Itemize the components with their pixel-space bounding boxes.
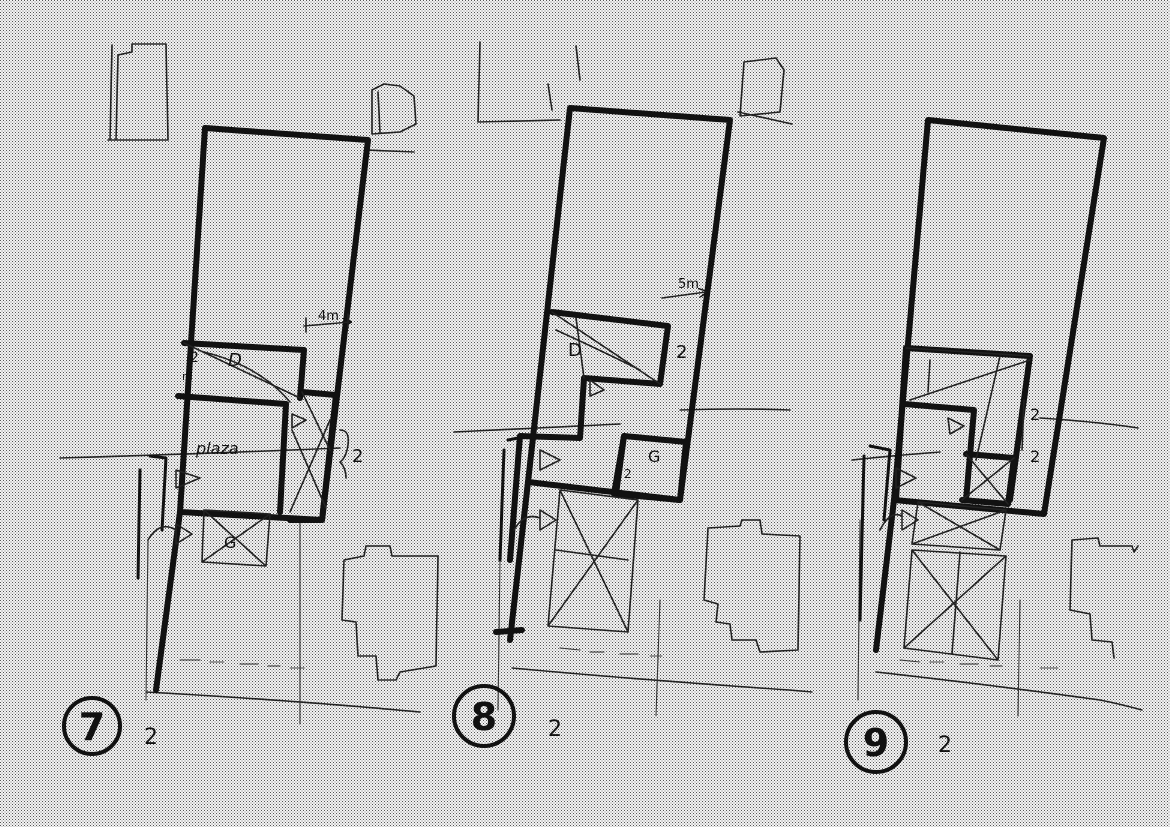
room-left-wall-9 [893,345,909,503]
dim-label-7: 4m [318,309,339,324]
small-label-m-7: m [182,370,193,383]
site-guide-line-8b [655,599,661,717]
core-9 [959,451,1017,507]
room-label-d-8: D [568,340,582,361]
neighbor-building-se-7 [341,545,439,681]
sketch-7: D 2 m plaza G 4m 2 7 2 [59,43,439,756]
neighbor-building-north-7 [107,43,169,141]
room-right-7 [287,389,339,523]
street-line-bottom-9 [875,671,1143,711]
street-line-top-7 [59,447,341,459]
entrance-step-8 [498,434,530,562]
dim-line-5m-8 [661,292,706,299]
plot-front-line-8 [493,479,531,643]
room-right-cross-7 [289,391,331,513]
entrance-step-7 [136,454,168,580]
entry-arrow-9b [879,509,919,531]
sketch-number-8: 8 [471,695,497,739]
neighbor-building-se-8 [703,519,801,653]
sketch-number-circle-9 [844,710,908,774]
entry-arrow-7a [175,469,201,489]
sketch-number-circle-8 [452,684,516,748]
room-label-d-7: D [228,350,242,371]
room-label-e1-9: 2 [1030,405,1040,424]
dashes-7 [179,659,305,669]
entry-arrow-8a [539,449,561,471]
sketch-number-7: 7 [79,705,105,749]
core-wall-8 [611,433,627,497]
dim-tick-7 [305,313,349,333]
room-label-e2-9: 2 [1030,447,1040,466]
side-label-8: 2 [676,342,687,363]
site-guide-line-9b [1017,599,1021,717]
dashes-8 [559,647,663,657]
sketch-note-9: 2 [938,733,952,758]
brace-7 [339,429,350,479]
entry-arrow-9a [895,467,917,489]
sketch-8: D G 2 5m 2 8 2 [452,41,813,748]
dim-label-8: 5m [678,277,699,292]
core-cross-9 [961,453,1015,505]
sketch-9: 2 2 9 2 [844,117,1143,774]
sketch-number-circle-7 [62,696,122,756]
neighbor-building-ne-7 [365,83,417,153]
street-line-bottom-8 [511,667,813,693]
room-d-diagonals-8 [551,311,661,385]
room-upper-diagonals-9 [905,347,1031,461]
room-label-e-8: 2 [624,467,632,481]
stair-arrow-8 [589,379,605,397]
dim-line-4m-7 [303,322,350,326]
garage-7 [201,509,271,567]
neighbor-building-ne-8 [737,57,793,125]
garage-9 [911,501,1007,551]
sketch-note-7: 2 [144,725,158,750]
plot-front-line-9 [873,497,897,653]
neighbor-building-north-8 [477,41,581,123]
site-guide-line-8a [497,559,501,711]
entry-arrow-7c [291,413,307,429]
dim-ticks-9 [927,359,1025,451]
room-d-7 [181,340,307,401]
room-label-e-7: 2 [190,350,199,366]
site-guide-line-7a [145,539,149,701]
street-line-bottom-7 [145,691,421,713]
room-mid-9 [901,401,977,503]
stair-arrow-9 [947,417,965,435]
entry-arrow-7b [147,523,193,545]
entry-arrow-8b [513,509,557,531]
sketch-number-9: 9 [863,721,889,765]
garage-8 [547,489,639,633]
side-label-7: 2 [352,446,363,467]
garage-lower-9 [903,549,1007,661]
entrance-step-9 [858,444,892,622]
room-label-g-7: G [224,533,236,552]
room-label-g-8: G [648,447,660,466]
room-label-plaza-7: plaza [195,439,239,458]
room-d-diagonals-7 [183,342,301,403]
sketch-note-8: 2 [548,717,562,742]
neighbor-building-se-9 [1069,537,1139,659]
room-plaza-7 [175,393,289,515]
dashes-9 [899,659,1059,669]
